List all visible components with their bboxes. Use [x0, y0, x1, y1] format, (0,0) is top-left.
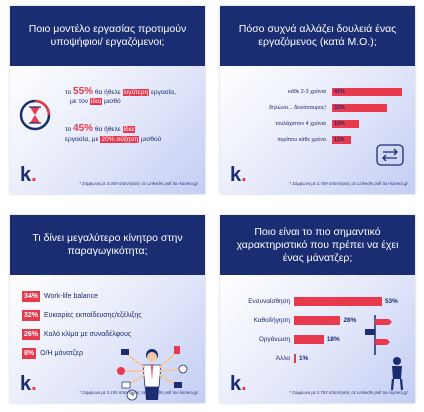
kariera-logo: k. [230, 373, 247, 395]
panel-manager-trait: Ποιο είναι το πιο σημαντικό χαρακτηριστι… [220, 215, 415, 403]
footnote: * Σύμφωνα με 4.009 απαντήσεις σε LinkedI… [79, 181, 199, 186]
bar-category-label: Ενσυναίσθηση [248, 298, 290, 305]
motivator-row: 26% Καλό κλίμα με συναδέλφους [22, 329, 131, 340]
hourglass-icon [19, 99, 51, 131]
multitasking-person-illustration [117, 346, 188, 401]
bar [294, 335, 324, 344]
bar-value-label: 16% [334, 121, 345, 127]
motivator-label: Ευκαιρίες εκπαίδευσης/εξέλιξης [44, 312, 142, 319]
bar-category-label: Οργάνωση [258, 336, 290, 343]
motivator-label: Ο/Η μάνατζερ [40, 350, 83, 357]
stat-line-3: το 45% θα ήθελε ίδια [65, 123, 135, 134]
bar-category-label: Άλλο [275, 355, 290, 362]
highlight-less: λιγότερη [122, 89, 150, 96]
panel-work-model: Ποιο μοντέλο εργασίας προτιμούν υποψήφιο… [10, 6, 205, 194]
panel-body: κάθε 2-3 χρόνια 41% δηλώνει... δεινόσαυρος… [220, 66, 415, 194]
bar-value-label: 28% [343, 317, 357, 324]
panel-title: Ποιο είναι το πιο σημαντικό χαρακτηριστι… [220, 215, 415, 275]
bar-value-label: 11% [334, 137, 345, 143]
stat-line-2: με τον ίδιο μισθό [70, 98, 121, 105]
signpost-person-illustration [365, 315, 404, 391]
motivator-pct: 32% [22, 310, 41, 321]
bar [294, 354, 296, 363]
bar [332, 120, 360, 128]
swap-arrows-icon [376, 144, 404, 166]
panel-productivity: Τι δίνει μεγαλύτερο κίνητρο στην παραγωγ… [10, 215, 205, 403]
highlight-raise: 20% αύξηση [100, 136, 140, 143]
bar [332, 136, 351, 144]
bar-category-label: Καθοδήγηση [253, 317, 290, 324]
kariera-logo: k. [230, 164, 247, 186]
bar [332, 88, 402, 96]
bar-value-label: 1% [299, 355, 309, 362]
motivator-label: Καλό κλίμα με συναδέλφους [44, 331, 132, 338]
panel-job-change: Πόσο συχνά αλλάζει δουλειά ένας εργαζόμε… [220, 6, 415, 194]
bar-category-label: κάθε 2-3 χρόνια [288, 89, 326, 95]
panel-title: Πόσο συχνά αλλάζει δουλειά ένας εργαζόμε… [220, 6, 415, 66]
bar-value-label: 18% [326, 336, 340, 343]
kariera-logo: k. [20, 164, 37, 186]
motivator-pct: 8% [22, 348, 37, 359]
panel-body: 34% Work-life balance 32% Ευκαιρίες εκπαίδε… [10, 275, 205, 403]
panel-body: το 55% θα ήθελε λιγότερη εργασία, με τον… [10, 66, 205, 194]
bar-category-label: τουλάχιστον 4 χρόνια [275, 121, 326, 127]
footnote: * Σύμφωνα με 3.769 απαντήσεις σε LinkedI… [289, 181, 409, 186]
motivator-label: Work-life balance [44, 293, 98, 300]
stat-pct-45: 45% [73, 123, 94, 134]
bar [332, 104, 387, 112]
panel-title: Τι δίνει μεγαλύτερο κίνητρο στην παραγωγ… [10, 215, 205, 275]
motivator-pct: 34% [22, 291, 41, 302]
panel-body: Ενσυναίσθηση 53% Καθοδήγηση 28% Οργάνωση 18% Ά… [220, 275, 415, 403]
footnote: * Σύμφωνα με 3.195 απαντήσεις σε LinkedI… [79, 390, 199, 395]
bar-category-label: περίπου κάθε χρόνο [277, 137, 326, 143]
bar-value-label: 41% [334, 89, 345, 95]
bar-category-label: δηλώνει... δεινόσαυρος! [269, 105, 326, 111]
stat-line-4: εργασία, με 20% αύξηση μισθού [65, 136, 162, 143]
bar-value-label: 53% [385, 298, 398, 305]
bar-value-label: 32% [334, 105, 345, 111]
motivator-row: 32% Ευκαιρίες εκπαίδευσης/εξέλιξης [22, 310, 142, 321]
motivator-row: 34% Work-life balance [22, 291, 98, 302]
highlight-same-work: ίδια [122, 126, 135, 133]
panel-title: Ποιο μοντέλο εργασίας προτιμούν υποψήφιο… [10, 6, 205, 66]
kariera-logo: k. [20, 373, 37, 395]
motivator-pct: 26% [22, 329, 41, 340]
highlight-same: ίδιο [89, 98, 103, 105]
bar [294, 316, 341, 325]
bar [294, 297, 382, 306]
stat-line-1: το 55% θα ήθελε λιγότερη εργασία, [65, 86, 176, 97]
stat-pct-55: 55% [73, 86, 94, 97]
footnote: * Σύμφωνα με 3.783 απαντήσεις σε LinkedI… [289, 390, 409, 395]
motivator-row: 8% Ο/Η μάνατζερ [22, 348, 83, 359]
